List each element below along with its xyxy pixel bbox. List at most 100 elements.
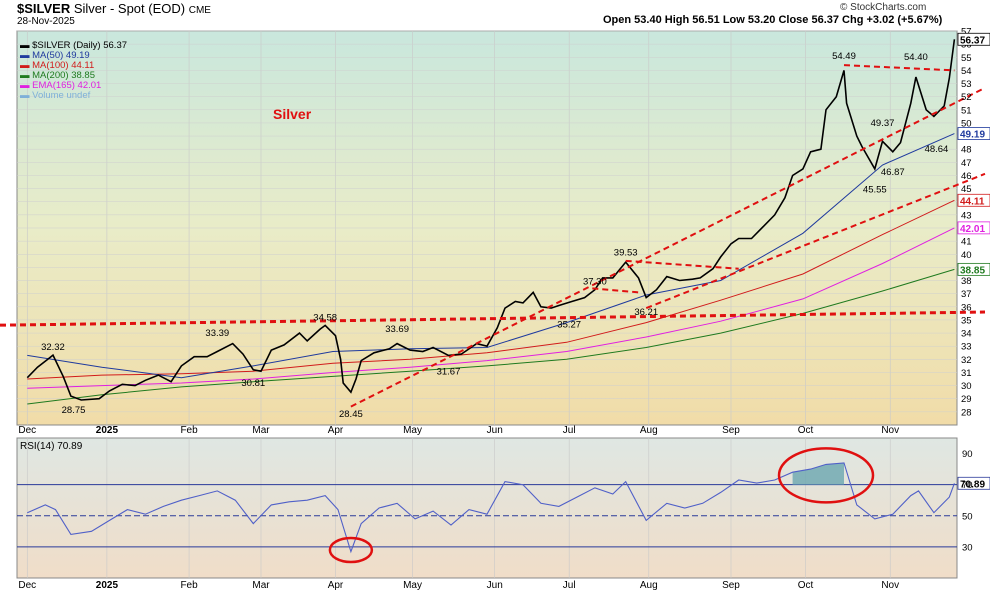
price-x-tick-label: Mar [252, 425, 270, 436]
price-y-tick-label: 34 [961, 329, 972, 340]
rsi-x-tick-label: Dec [18, 580, 36, 591]
legend-entry: ▬ $SILVER (Daily) 56.37 [20, 40, 128, 51]
legend-entry: ▬ MA(100) 44.11 [20, 60, 95, 71]
price-y-tick-label: 46 [961, 171, 972, 182]
rsi-x-tick-label: Jun [487, 580, 503, 591]
price-y-tick-label: 32 [961, 355, 972, 366]
price-y-tick-label: 36 [961, 302, 972, 313]
price-label: 30.81 [241, 378, 265, 389]
instrument-name: Silver - Spot (EOD) [73, 1, 186, 16]
rsi-last-value-box [957, 476, 990, 490]
last-value-tag-box [957, 193, 990, 207]
rsi-title: RSI(14) 70.89 [20, 441, 83, 452]
price-label: 45.55 [863, 184, 887, 195]
price-y-tick-label: 47 [961, 158, 972, 169]
legend-entry: ▬ MA(200) 38.85 [20, 70, 95, 81]
price-label: 31.67 [437, 367, 461, 378]
price-label: 28.75 [62, 405, 86, 416]
price-y-tick-label: 50 [961, 118, 972, 129]
legend-entry: ▬ MA(50) 49.19 [20, 50, 90, 61]
rsi-overbought-fill [792, 462, 844, 485]
price-label: 39.53 [614, 247, 638, 258]
price-x-tick-label: Apr [328, 425, 344, 436]
price-x-tick-label: Feb [180, 425, 198, 436]
rsi-y-tick-label: 50 [962, 511, 973, 522]
rsi-oversold-circle [328, 536, 374, 564]
price-x-tick-label: Oct [798, 425, 814, 436]
price-y-tick-label: 48 [961, 145, 972, 156]
price-y-tick-label: 55 [961, 53, 972, 64]
price-label: 28.45 [339, 409, 363, 420]
price-x-tick-label: Aug [640, 425, 658, 436]
symbol: $SILVER [17, 1, 71, 16]
price-label: 33.39 [205, 328, 229, 339]
price-y-tick-label: 53 [961, 79, 972, 90]
price-label: 35.27 [557, 319, 581, 330]
price-label: 36.21 [634, 307, 658, 318]
last-value-tag-box [957, 32, 990, 46]
rsi-line [27, 462, 955, 554]
rsi-x-tick-label: Sep [722, 580, 740, 591]
price-label: 37.30 [583, 277, 607, 288]
last-value-tag: 42.01 [960, 224, 985, 235]
last-value-tag: 44.11 [960, 196, 985, 207]
price-y-tick-label: 40 [961, 250, 972, 261]
ma50-line [27, 133, 955, 379]
price-y-tick-label: 33 [961, 342, 972, 353]
exchange: CME [188, 5, 211, 16]
price-y-tick-label: 57 [961, 27, 972, 38]
price-y-tick-label: 30 [961, 381, 972, 392]
rsi-x-tick-label: Nov [881, 580, 899, 591]
rsi-x-tick-label: Feb [180, 580, 198, 591]
price-x-tick-label: Jun [487, 425, 503, 436]
rsi-x-tick-label: May [403, 580, 422, 591]
price-label: 49.37 [871, 118, 895, 129]
rsi-x-tick-label: Mar [252, 580, 270, 591]
ohlc-readout: Open 53.40 High 56.51 Low 53.20 Close 56… [603, 14, 943, 26]
trendline [592, 287, 639, 294]
trendline [843, 64, 955, 72]
rsi-y-tick-label: 70 [962, 480, 973, 491]
price-y-tick-label: 41 [961, 237, 972, 248]
price-x-tick-label: Nov [881, 425, 899, 436]
trendline [350, 86, 986, 408]
price-y-tick-label: 51 [961, 105, 972, 116]
annotation-title: Silver [273, 106, 312, 122]
price-y-tick-label: 35 [961, 315, 972, 326]
stockcharts-brand: © StockCharts.com [840, 2, 927, 13]
last-value-tag-box [957, 262, 990, 276]
price-label: 48.64 [925, 144, 949, 155]
price-label: 34.58 [313, 312, 337, 323]
price-x-tick-label: Jul [563, 425, 576, 436]
price-y-tick-label: 45 [961, 184, 972, 195]
price-x-tick-label: Dec [18, 425, 36, 436]
price-label: 33.69 [385, 324, 409, 335]
rsi-x-tick-label: Aug [640, 580, 658, 591]
rsi-y-tick-label: 90 [962, 449, 973, 460]
last-value-tag-box [957, 127, 990, 140]
rsi-x-tick-label: Apr [328, 580, 344, 591]
last-value-tag: 38.85 [960, 265, 985, 276]
price-label: 54.49 [832, 51, 856, 62]
rsi-overbought-circle [777, 447, 875, 504]
chart-header-title: $SILVER Silver - Spot (EOD) CME [17, 1, 211, 16]
legend-entry: ▬ EMA(165) 42.01 [20, 80, 102, 91]
legend-entry: ▬ Volume undef [20, 90, 91, 101]
price-label: 54.40 [904, 52, 928, 63]
ema165-line [27, 227, 955, 389]
rsi-x-tick-label: Jul [563, 580, 576, 591]
price-y-tick-label: 52 [961, 92, 972, 103]
price-x-tick-label: Sep [722, 425, 740, 436]
price-y-tick-label: 37 [961, 289, 972, 300]
rsi-last-value: 70.89 [960, 479, 985, 490]
price-y-tick-label: 43 [961, 210, 972, 221]
rsi-panel [16, 437, 958, 579]
trendline [645, 172, 986, 310]
price-x-tick-label: May [403, 425, 422, 436]
chart-date: 28-Nov-2025 [17, 16, 75, 27]
trendline [0, 310, 986, 327]
price-y-tick-label: 38 [961, 276, 972, 287]
rsi-x-tick-label: Oct [798, 580, 814, 591]
rsi-x-tick-label: 2025 [96, 580, 119, 591]
